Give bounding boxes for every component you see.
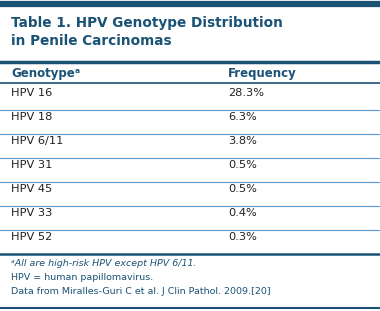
Text: HPV 45: HPV 45 (11, 184, 53, 194)
Text: HPV 18: HPV 18 (11, 112, 53, 122)
Text: HPV 16: HPV 16 (11, 88, 53, 98)
Text: 0.3%: 0.3% (228, 232, 257, 242)
Text: HPV 33: HPV 33 (11, 208, 53, 218)
Text: HPV 6/11: HPV 6/11 (11, 136, 64, 146)
Text: 3.8%: 3.8% (228, 136, 257, 146)
Text: HPV = human papillomavirus.: HPV = human papillomavirus. (11, 273, 154, 282)
Text: Genotypeᵃ: Genotypeᵃ (11, 67, 81, 80)
Text: HPV 31: HPV 31 (11, 160, 53, 170)
Text: Frequency: Frequency (228, 67, 297, 80)
Text: Table 1. HPV Genotype Distribution: Table 1. HPV Genotype Distribution (11, 16, 283, 30)
Text: ᵃAll are high-risk HPV except HPV 6/11.: ᵃAll are high-risk HPV except HPV 6/11. (11, 259, 197, 268)
Text: 28.3%: 28.3% (228, 88, 264, 98)
Text: 0.4%: 0.4% (228, 208, 257, 218)
Text: in Penile Carcinomas: in Penile Carcinomas (11, 34, 172, 48)
Text: 6.3%: 6.3% (228, 112, 257, 122)
Text: 0.5%: 0.5% (228, 160, 257, 170)
Text: Data from Miralles-Guri C et al. J Clin Pathol. 2009.[20]: Data from Miralles-Guri C et al. J Clin … (11, 287, 271, 296)
Text: 0.5%: 0.5% (228, 184, 257, 194)
Text: HPV 52: HPV 52 (11, 232, 53, 242)
